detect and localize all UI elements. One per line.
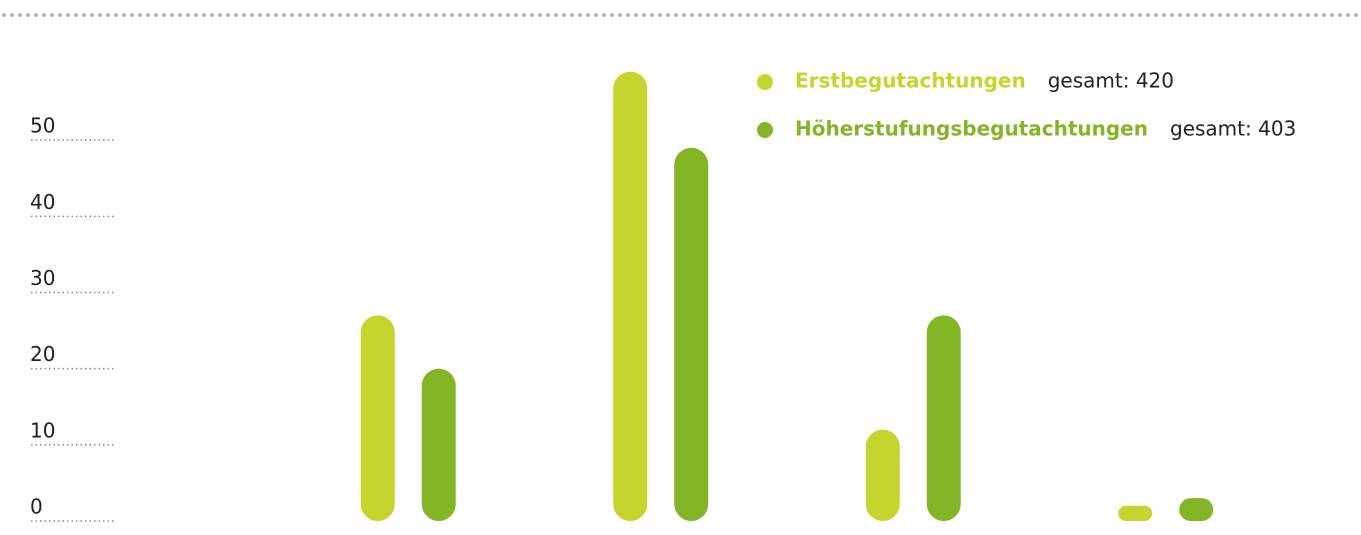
bar	[1179, 498, 1214, 521]
bar	[926, 315, 961, 521]
legend-marker	[757, 122, 773, 138]
bar	[421, 368, 456, 521]
bar	[1118, 505, 1153, 521]
y-tick-label: 50	[30, 114, 55, 138]
y-tick-label: 40	[30, 190, 55, 214]
legend-label: Erstbegutachtungen	[795, 69, 1026, 93]
y-tick-label: 0	[30, 495, 43, 519]
legend-note: gesamt: 420	[1048, 69, 1174, 93]
legend-marker	[757, 74, 773, 90]
bar	[613, 71, 648, 521]
y-tick-label: 30	[30, 266, 55, 290]
legend-note: gesamt: 403	[1170, 117, 1296, 141]
bar	[674, 147, 709, 522]
y-tick-label: 10	[30, 418, 55, 442]
bar	[360, 315, 395, 521]
y-tick-label: 20	[30, 342, 55, 366]
bar	[865, 429, 900, 521]
legend-label: Höherstufungsbegutachtungen	[795, 117, 1148, 141]
